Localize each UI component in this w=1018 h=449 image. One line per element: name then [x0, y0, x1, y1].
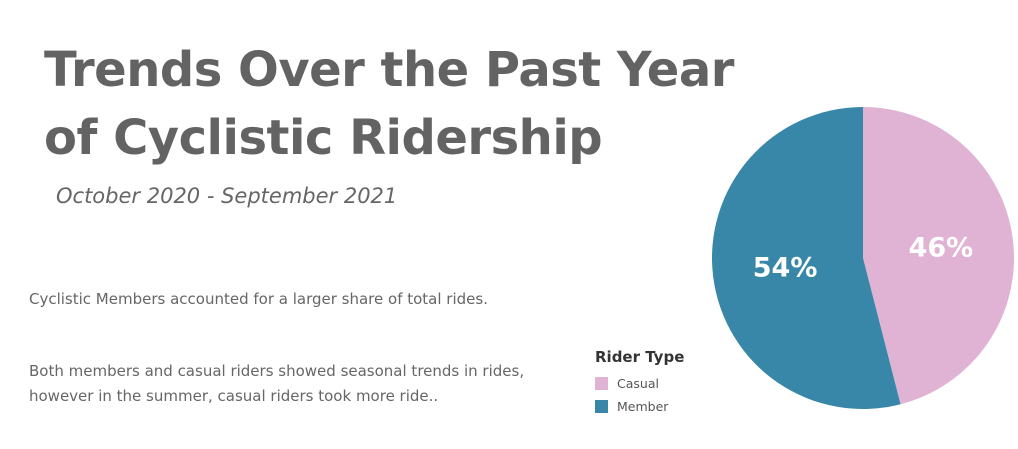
insight-members-share: Cyclistic Members accounted for a larger… — [29, 290, 488, 308]
legend-swatch-casual — [595, 377, 608, 390]
legend-label-casual: Casual — [617, 376, 659, 391]
legend-item-member[interactable]: Member — [595, 395, 684, 418]
legend-title: Rider Type — [595, 348, 685, 366]
pie-slice-casual[interactable] — [863, 107, 1014, 405]
insight-seasonal-trends: Both members and casual riders showed se… — [29, 362, 525, 405]
pie-slice-member[interactable] — [712, 107, 901, 409]
legend-label-member: Member — [617, 399, 669, 414]
pie-label-member: 54% — [753, 252, 818, 283]
page-title: Trends Over the Past Year of Cyclistic R… — [44, 42, 734, 166]
legend-item-casual[interactable]: Casual — [595, 372, 684, 395]
rider-type-legend: Rider Type Casual Member — [595, 348, 684, 418]
legend-swatch-member — [595, 400, 608, 413]
date-range-subtitle: October 2020 - September 2021 — [56, 184, 398, 208]
pie-label-casual: 46% — [909, 233, 974, 264]
